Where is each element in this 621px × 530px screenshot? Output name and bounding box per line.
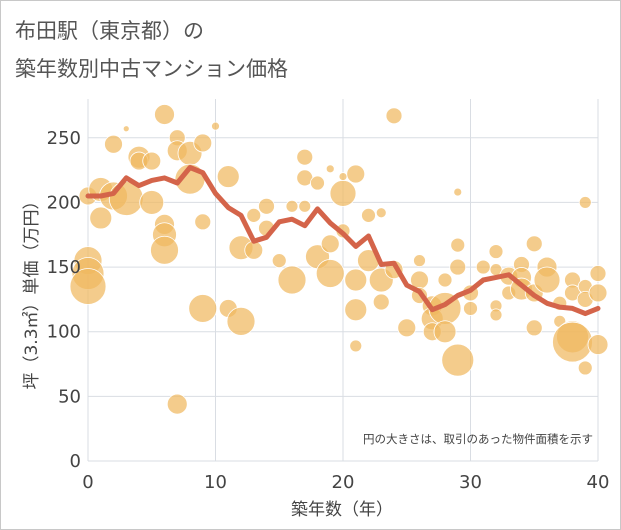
data-bubble: [588, 283, 608, 303]
trend-line: [85, 165, 601, 317]
data-bubble: [142, 151, 162, 171]
chart-title-line-1: 布田駅（東京都）の: [15, 19, 204, 43]
data-bubble: [104, 134, 123, 154]
data-bubble: [587, 334, 609, 356]
data-bubble: [69, 268, 107, 305]
data-bubble: [525, 235, 543, 253]
data-bubble: [437, 272, 453, 288]
data-bubble: [385, 107, 403, 125]
x-tick-label: 10: [204, 472, 227, 493]
data-bubble: [338, 172, 348, 181]
data-bubble: [166, 393, 188, 415]
x-tick-label: 30: [459, 472, 482, 493]
data-bubble: [271, 253, 287, 269]
x-axis-label: 築年数（年）: [291, 500, 393, 520]
data-bubble: [285, 199, 299, 213]
data-bubble: [475, 259, 491, 275]
data-bubble: [277, 265, 307, 295]
data-bubble: [488, 244, 504, 259]
data-bubble: [372, 293, 390, 311]
data-bubble: [578, 196, 592, 209]
data-bubble: [310, 175, 325, 191]
data-bubble: [453, 187, 463, 197]
data-bubble: [258, 197, 275, 215]
x-tick-label: 20: [332, 472, 355, 493]
data-bubble: [188, 294, 218, 323]
y-tick-label: 200: [47, 192, 81, 213]
data-bubble: [577, 360, 593, 376]
data-bubble: [589, 265, 607, 282]
data-bubble: [315, 259, 345, 288]
data-bubble: [450, 237, 466, 253]
x-tick-label: 40: [587, 472, 610, 493]
data-bubble: [489, 308, 503, 322]
data-bubble: [463, 301, 478, 316]
data-bubble: [433, 320, 457, 344]
y-axis-label: 坪（3.3㎡）単価（万円）: [22, 192, 42, 389]
y-tick-label: 100: [47, 322, 81, 343]
data-bubble: [122, 125, 130, 133]
data-bubble: [325, 164, 335, 174]
data-bubble: [361, 207, 376, 223]
data-bubble: [193, 133, 213, 153]
data-bubble: [397, 318, 417, 338]
y-tick-labels: 0 50 100 150 200 250: [47, 128, 81, 472]
data-bubble: [329, 179, 357, 207]
data-bubble: [449, 258, 467, 276]
data-bubble: [344, 268, 368, 292]
y-tick-label: 250: [47, 128, 81, 149]
data-bubble: [346, 164, 366, 184]
size-annotation: 円の大きさは、取引のあった物件面積を示す: [363, 432, 593, 446]
data-bubble: [194, 213, 212, 231]
y-tick-label: 150: [47, 257, 81, 278]
data-bubble: [226, 306, 256, 336]
data-bubble: [296, 148, 314, 166]
data-bubble: [441, 343, 475, 377]
data-bubble: [244, 240, 264, 260]
x-tick-label: 0: [82, 472, 93, 493]
data-bubble: [344, 298, 368, 322]
data-bubble: [298, 199, 312, 213]
data-bubble: [375, 207, 387, 219]
data-bubble: [150, 235, 179, 265]
y-tick-label: 50: [58, 386, 81, 407]
data-bubble: [216, 165, 240, 188]
data-bubble: [349, 339, 363, 353]
chart-title-line-2: 築年数別中古マンション価格: [15, 57, 288, 81]
data-bubble: [413, 254, 426, 268]
data-bubble: [533, 266, 561, 294]
data-bubble: [139, 190, 165, 215]
data-bubble: [246, 207, 262, 223]
data-bubble: [154, 104, 175, 125]
data-bubble: [525, 319, 543, 337]
data-bubble: [89, 206, 113, 230]
data-bubble: [552, 321, 593, 363]
x-tick-labels: 0 10 20 30 40: [82, 472, 609, 493]
y-tick-label: 0: [70, 451, 81, 472]
data-bubble: [211, 121, 220, 131]
data-bubble: [320, 234, 340, 254]
